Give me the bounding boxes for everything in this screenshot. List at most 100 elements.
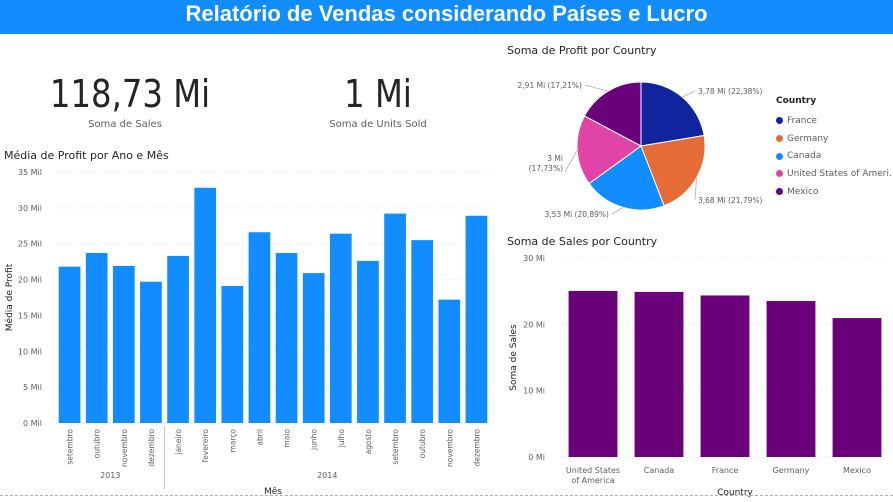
bar	[221, 286, 244, 423]
legend-label: France	[787, 115, 817, 126]
y-tick-label: 30 Mil	[18, 204, 42, 213]
x-tick-label: janeiro	[174, 429, 183, 456]
x-tick-label: novembro	[120, 429, 129, 467]
divider	[0, 495, 893, 496]
label-leader	[682, 90, 696, 98]
sales-by-country-chart[interactable]: 0 Mi 10 Mi 20 Mi 30 Mi Soma de Sales United S…	[500, 248, 893, 498]
y-tick-label: 20 Mi	[523, 320, 545, 329]
pie-slice	[588, 145, 665, 211]
bar	[248, 232, 271, 423]
y-tick-label: 25 Mil	[18, 240, 42, 249]
x-tick-label: fevereiro	[201, 429, 210, 463]
kpi-units-value: 1 Mi	[344, 72, 412, 116]
pie-data-label: (17,73%)	[529, 164, 564, 173]
legend-title: Country	[776, 96, 817, 106]
label-leader	[564, 150, 578, 173]
x-tick-label: agosto	[364, 429, 373, 455]
y-axis-label: Média de Profit	[4, 263, 15, 331]
x-tick-label: setembro	[66, 429, 75, 465]
legend-item[interactable]: United States of Ameri...	[776, 165, 893, 183]
bar	[167, 255, 189, 423]
legend-marker	[776, 170, 783, 178]
label-leader	[611, 207, 624, 215]
y-tick-label: 35 Mil	[18, 168, 42, 177]
bar	[465, 215, 488, 423]
y-tick-label: 10 Mil	[18, 347, 42, 356]
y-tick-label: 0 Mi	[528, 453, 545, 462]
pie-data-label: 2,91 Mi (17,21%)	[518, 81, 583, 90]
pie-data-label: 3 Mi	[547, 154, 563, 163]
bar	[700, 295, 750, 457]
legend-item[interactable]: Canada	[776, 147, 893, 165]
y-tick-label: 15 Mil	[18, 311, 42, 320]
bar	[832, 318, 882, 457]
x-tick-label: Mexico	[843, 466, 871, 475]
bar	[634, 291, 684, 457]
bar	[112, 265, 135, 423]
year-label: 2014	[317, 471, 337, 480]
legend-label: Germany	[787, 133, 829, 144]
profit-by-month-chart[interactable]: 0 Mil 5 Mil 10 Mil 15 Mil 20 Mil 25 Mil 30 Mil…	[0, 162, 500, 498]
x-tick-label: France	[712, 466, 739, 475]
bar	[194, 187, 217, 423]
bar	[85, 253, 108, 423]
profit-by-month-title: Média de Profit por Ano e Mês	[4, 149, 169, 162]
label-leader	[584, 84, 609, 92]
y-tick-label: 5 Mil	[23, 383, 42, 392]
bar	[58, 266, 81, 423]
y-axis-label: Soma de Sales	[509, 324, 519, 391]
x-tick-label: maio	[283, 429, 292, 448]
profit-by-country-title: Soma de Profit por Country	[507, 44, 657, 57]
pie-slice	[640, 81, 705, 147]
x-tick-label: julho	[337, 429, 346, 449]
x-tick-label: março	[228, 429, 237, 453]
x-tick-label: novembro	[445, 429, 454, 467]
x-tick-label: outubro	[93, 429, 102, 459]
bar	[140, 281, 162, 423]
report-title-banner: Relatório de Vendas considerando Países …	[0, 0, 893, 34]
bar	[411, 240, 434, 423]
x-tick-label: outubro	[418, 429, 427, 459]
bar	[302, 273, 325, 423]
bar	[384, 213, 406, 423]
legend-marker	[776, 117, 783, 125]
profit-by-country-pie[interactable]: 3,78 Mi (22,38%) 3,68 Mi (21,79%) 3,53 Mi …	[505, 60, 775, 230]
y-tick-label: 10 Mi	[523, 387, 545, 396]
bar	[329, 233, 352, 423]
legend-marker	[776, 135, 783, 143]
x-axis-label: Mês	[264, 486, 282, 497]
x-tick-label: Germany	[773, 466, 810, 475]
x-tick-label: United States	[566, 466, 620, 475]
x-tick-label: abril	[255, 429, 264, 446]
legend-marker	[776, 152, 783, 160]
kpi-units-label: Soma de Units Sold	[329, 119, 427, 130]
legend-item[interactable]: Mexico	[776, 183, 893, 201]
sales-by-country-title: Soma de Sales por Country	[507, 235, 658, 248]
bar	[275, 253, 298, 423]
legend-label: Canada	[787, 151, 822, 162]
x-tick-label: junho	[310, 429, 319, 451]
x-tick-label: of America	[571, 476, 614, 485]
x-tick-label: Canada	[644, 466, 675, 475]
year-label: 2013	[100, 471, 120, 480]
x-tick-label: dezembro	[147, 429, 156, 467]
label-leader	[694, 177, 697, 201]
bar	[568, 290, 618, 457]
y-tick-label: 30 Mi	[523, 254, 545, 263]
legend-item[interactable]: France	[776, 112, 893, 130]
legend-marker	[776, 188, 783, 196]
bar	[357, 260, 379, 423]
pie-slice	[583, 81, 642, 147]
report-title: Relatório de Vendas considerando Países …	[185, 1, 708, 26]
legend-item[interactable]: Germany	[776, 130, 893, 148]
pie-data-label: 3,53 Mi (20,89%)	[545, 210, 610, 219]
bar	[766, 301, 816, 457]
legend-label: Mexico	[787, 186, 819, 197]
pie-slice	[576, 115, 642, 185]
x-tick-label: dezembro	[472, 429, 481, 467]
x-axis-label: Country	[717, 488, 753, 498]
pie-legend: Country France Germany Canada United States…	[776, 96, 893, 200]
y-tick-label: 20 Mil	[18, 276, 42, 285]
bar	[438, 299, 461, 423]
pie-data-label: 3,68 Mi (21,79%)	[698, 196, 763, 205]
